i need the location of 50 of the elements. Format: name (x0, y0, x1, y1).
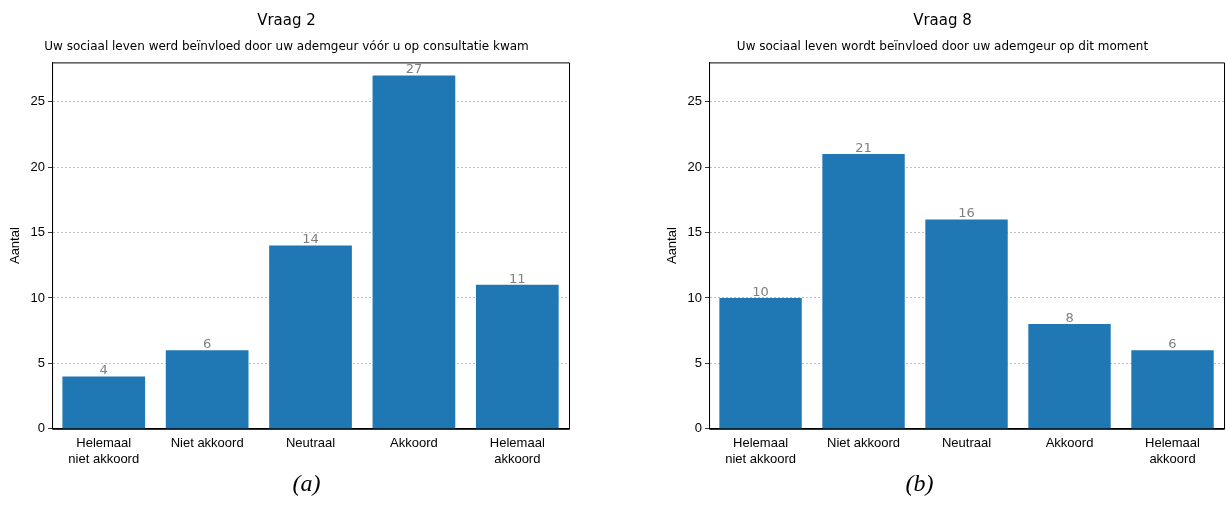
data-label: 4 (99, 362, 108, 378)
data-label: 6 (203, 336, 212, 352)
data-label: 16 (958, 205, 975, 221)
data-label: 10 (752, 283, 769, 299)
x-tick-label: Helemaal niet akkoord (725, 435, 796, 466)
x-tick-label: Helemaal akkoord (489, 435, 545, 466)
data-label: 6 (1168, 336, 1177, 352)
data-label: 8 (1065, 309, 1074, 325)
x-tick-label: Neutraal (285, 435, 336, 451)
data-label: 11 (509, 270, 526, 286)
y-tick-label: 10 (30, 289, 46, 305)
bar (1131, 350, 1214, 429)
y-tick-label: 0 (37, 420, 46, 436)
y-tick-label: 5 (694, 354, 703, 370)
y-tick-label: 20 (687, 158, 703, 174)
y-tick-label: 25 (687, 93, 703, 109)
y-tick-label: 10 (687, 289, 703, 305)
bar (925, 219, 1008, 429)
y-axis-title: Aantal (7, 227, 23, 265)
text: (b) (904, 470, 935, 497)
y-tick-label: 5 (37, 354, 46, 370)
y-tick-label: 15 (687, 224, 703, 240)
x-tick-label: Niet akkoord (827, 435, 901, 451)
data-label: 27 (405, 61, 423, 77)
bar (62, 376, 146, 429)
x-tick-label: Niet akkoord (170, 435, 244, 451)
chart-subtitle: Uw sociaal leven werd beïnvloed door uw ademgeur vóór u op consultatie kwam (44, 39, 529, 54)
data-label: 21 (855, 139, 872, 155)
data-label: 14 (302, 231, 319, 247)
text: (a) (291, 470, 322, 497)
bar (719, 297, 802, 429)
chart-title: Vraag 2 (257, 10, 316, 29)
chart-title: Vraag 8 (913, 10, 972, 29)
x-tick-label: Helemaal niet akkoord (68, 435, 140, 466)
y-tick-label: 15 (30, 224, 46, 240)
bar (822, 154, 905, 429)
x-tick-label: Neutraal (941, 435, 992, 451)
y-axis-title: Aantal (664, 227, 680, 265)
y-tick-label: 0 (694, 420, 703, 436)
y-tick-label: 25 (30, 93, 46, 109)
x-tick-label: Akkoord (390, 435, 438, 451)
y-tick-label: 20 (30, 158, 46, 174)
x-tick-label: Helemaal akkoord (1145, 435, 1201, 466)
bar (1028, 324, 1111, 429)
chart-subtitle: Uw sociaal leven wordt beïnvloed door uw ademgeur op dit moment (736, 39, 1149, 54)
bar (165, 350, 249, 429)
x-tick-label: Akkoord (1045, 435, 1094, 451)
bar (269, 245, 352, 429)
bar (475, 284, 559, 429)
bar (372, 75, 456, 429)
